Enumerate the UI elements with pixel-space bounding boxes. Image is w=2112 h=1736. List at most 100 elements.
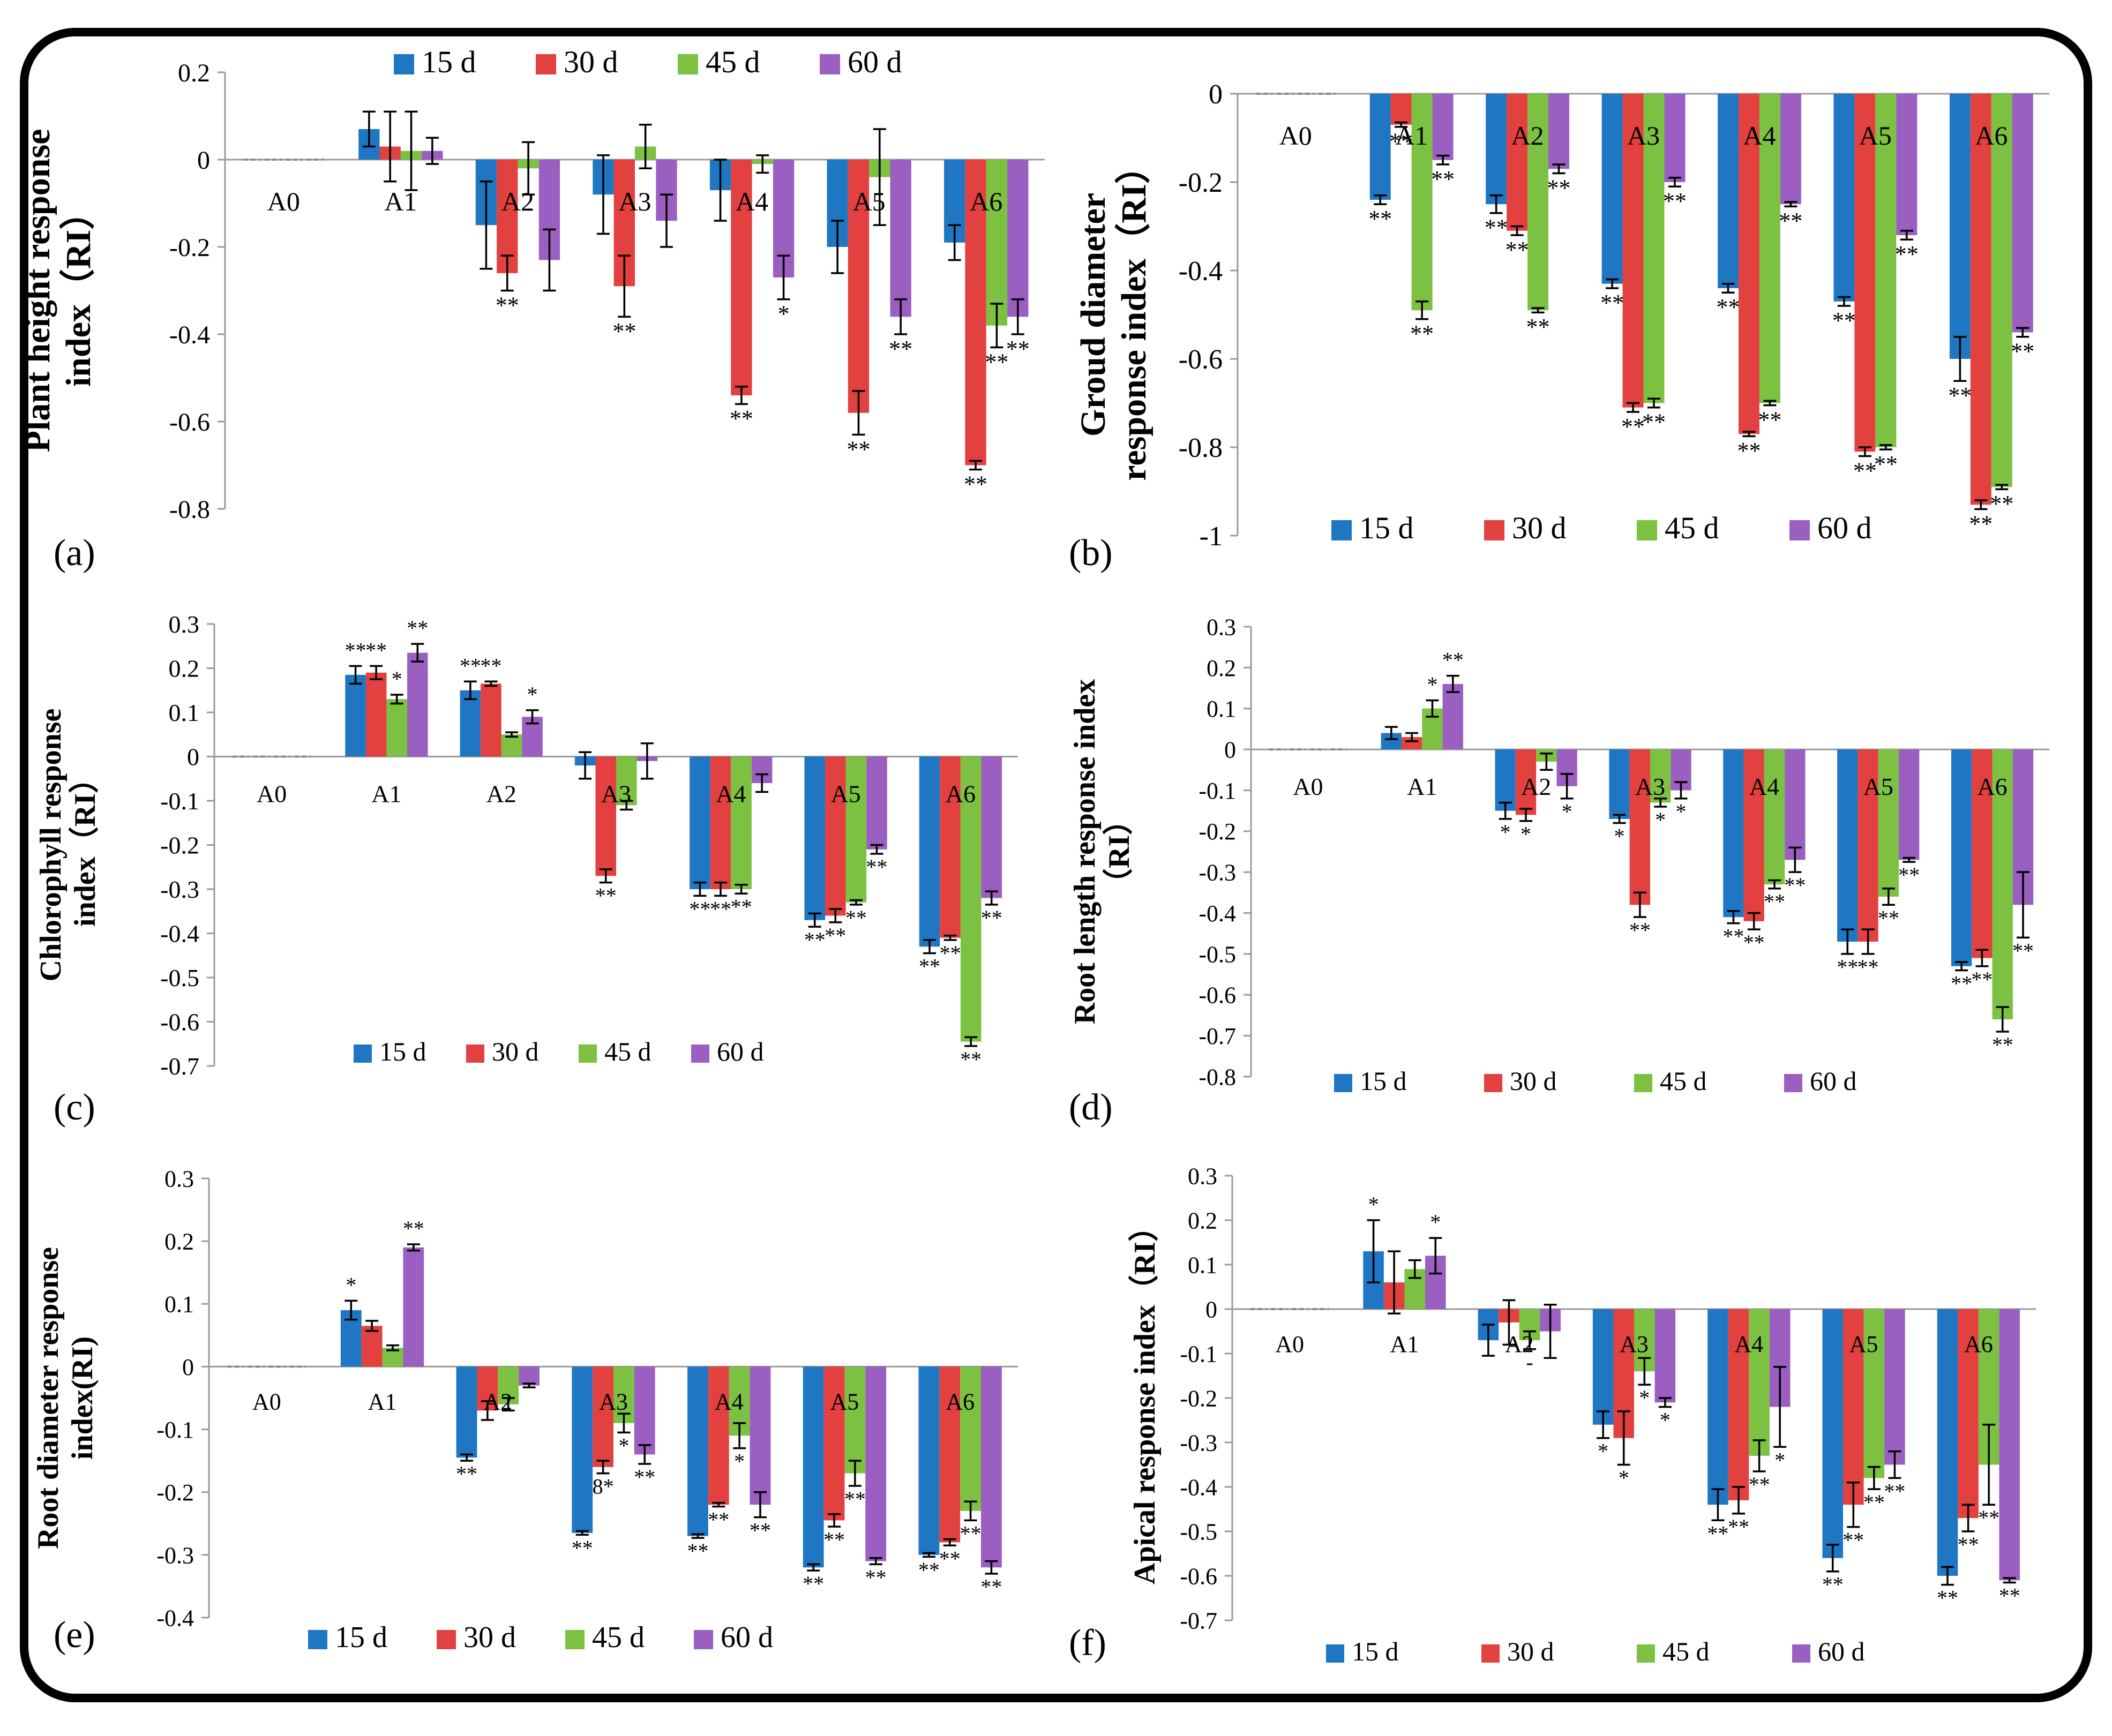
significance-marker: ** [960,1047,982,1071]
significance-marker: ** [1642,409,1666,435]
significance-marker: ** [1006,336,1030,362]
category-label: A6 [1975,121,2008,151]
category-label: A3 [601,780,631,808]
significance-marker: ** [1442,648,1464,672]
y-tick-label: -0.2 [1179,168,1223,198]
legend-swatch [1334,1074,1352,1092]
y-tick-label: -0.4 [1179,256,1223,287]
bar-A5-60d [1896,94,1918,235]
category-label: A2 [1511,121,1544,151]
bar-A6-30d [965,160,986,465]
panel-tag: (e) [54,1614,95,1656]
bar-A6-60d [980,1366,1002,1568]
significance-marker: * [734,1449,745,1474]
y-tick-label: 0 [1205,1296,1217,1322]
bar-A5-15d [803,1366,824,1568]
significance-marker: ** [708,1508,729,1532]
category-label: A2 [501,186,534,216]
significance-marker: ** [595,884,617,908]
significance-marker: ** [1368,206,1392,232]
y-tick-label: -0.8 [169,495,210,524]
significance-marker: ** [460,653,481,678]
chart-panel-2: 0-0.2-0.4-0.6-0.8-1A0********A1********A… [1069,79,2049,574]
significance-marker: * [1639,1386,1650,1410]
category-label: A3 [1627,121,1660,151]
significance-marker: ** [407,616,428,640]
y-tick-label: -0.7 [160,1053,199,1080]
significance-marker: ** [804,928,826,952]
significance-marker: ** [687,1539,708,1563]
significance-marker: ** [1737,438,1761,464]
chart-panel-1: 0.20-0.2-0.4-0.6-0.8A0 A1**A2**A3***A4***… [18,44,1045,574]
y-tick-label: -0.4 [1199,900,1236,927]
bar-A5-30d [1854,94,1876,452]
legend-swatch [1637,1644,1655,1663]
significance-marker: ** [1716,294,1740,320]
category-label: A2 [1521,773,1551,800]
y-tick-label: -0.2 [160,832,199,859]
legend-label: 60 d [1818,1636,1865,1666]
bar-A5-60d [866,756,887,850]
significance-marker: ** [1895,241,1919,267]
legend-label: 15 d [1359,510,1414,545]
category-label: A5 [1859,121,1892,151]
significance-marker: ** [750,1519,771,1543]
legend-swatch [1484,520,1504,540]
bar-A3-30d [595,756,616,876]
bar-A4-30d [708,1366,729,1505]
significance-marker: ** [2011,339,2034,365]
significance-marker: * [346,1273,356,1297]
chart-panel-5: 0.30.20.10-0.1-0.2-0.3-0.4A0***A1**A2**8… [32,1166,1018,1656]
bar-A2-15d [456,1366,477,1458]
legend-swatch [1481,1644,1500,1663]
significance-marker: * [778,301,790,327]
significance-marker: ** [1728,1515,1749,1539]
bar-A1-45d [1411,94,1433,311]
y-tick-label: 0 [1224,737,1236,763]
bar-A3-60d [634,1366,655,1455]
category-label: A3 [1635,773,1665,800]
bar-A2-45d [501,734,522,757]
significance-marker: * [1368,1192,1379,1216]
y-axis-label: index（RI） [68,763,102,927]
significance-marker: ** [1843,1528,1864,1552]
significance-marker: ** [731,895,752,919]
legend-label: 45 d [604,1036,651,1066]
y-tick-label: 0.2 [1188,1207,1217,1234]
category-label: A4 [736,186,768,216]
y-tick-label: 0.2 [178,59,210,87]
significance-marker: ** [1485,215,1508,241]
significance-marker: ** [1971,967,1993,991]
significance-marker: ** [803,1572,824,1596]
significance-marker: ** [1506,237,1529,263]
significance-marker: ** [1858,955,1879,979]
y-tick-label: -0.2 [156,1479,194,1506]
category-label: A5 [830,780,860,808]
bar-A3-60d [1664,94,1686,182]
significance-marker: * [1598,1439,1608,1463]
bar-A2-15d [460,690,481,757]
outer-frame [20,28,2092,1702]
significance-marker: * [1619,1466,1629,1490]
category-label: A5 [1863,773,1893,800]
legend-swatch [694,1630,713,1649]
legend-swatch [536,54,556,74]
bar-A3-15d [572,1366,593,1533]
bar-A6-15d [919,756,940,947]
category-label: A3 [618,186,651,216]
y-axis-label: index(RI) [66,1336,99,1460]
panel-tag: (b) [1069,532,1113,574]
bar-A4-30d [1738,94,1759,434]
significance-marker: ** [1663,188,1687,214]
legend-label: 15 d [422,44,476,79]
bar-A5-30d [823,1366,845,1521]
bar-A3-15d [1609,749,1630,819]
significance-marker: ** [1884,1479,1905,1503]
y-tick-label: -0.8 [1179,433,1223,463]
significance-marker: ** [2012,938,2034,963]
category-label: A4 [715,1388,744,1415]
y-tick-label: 0.2 [1207,655,1236,681]
bar-A1-30d [1390,94,1412,125]
category-label: A3 [1620,1331,1649,1357]
